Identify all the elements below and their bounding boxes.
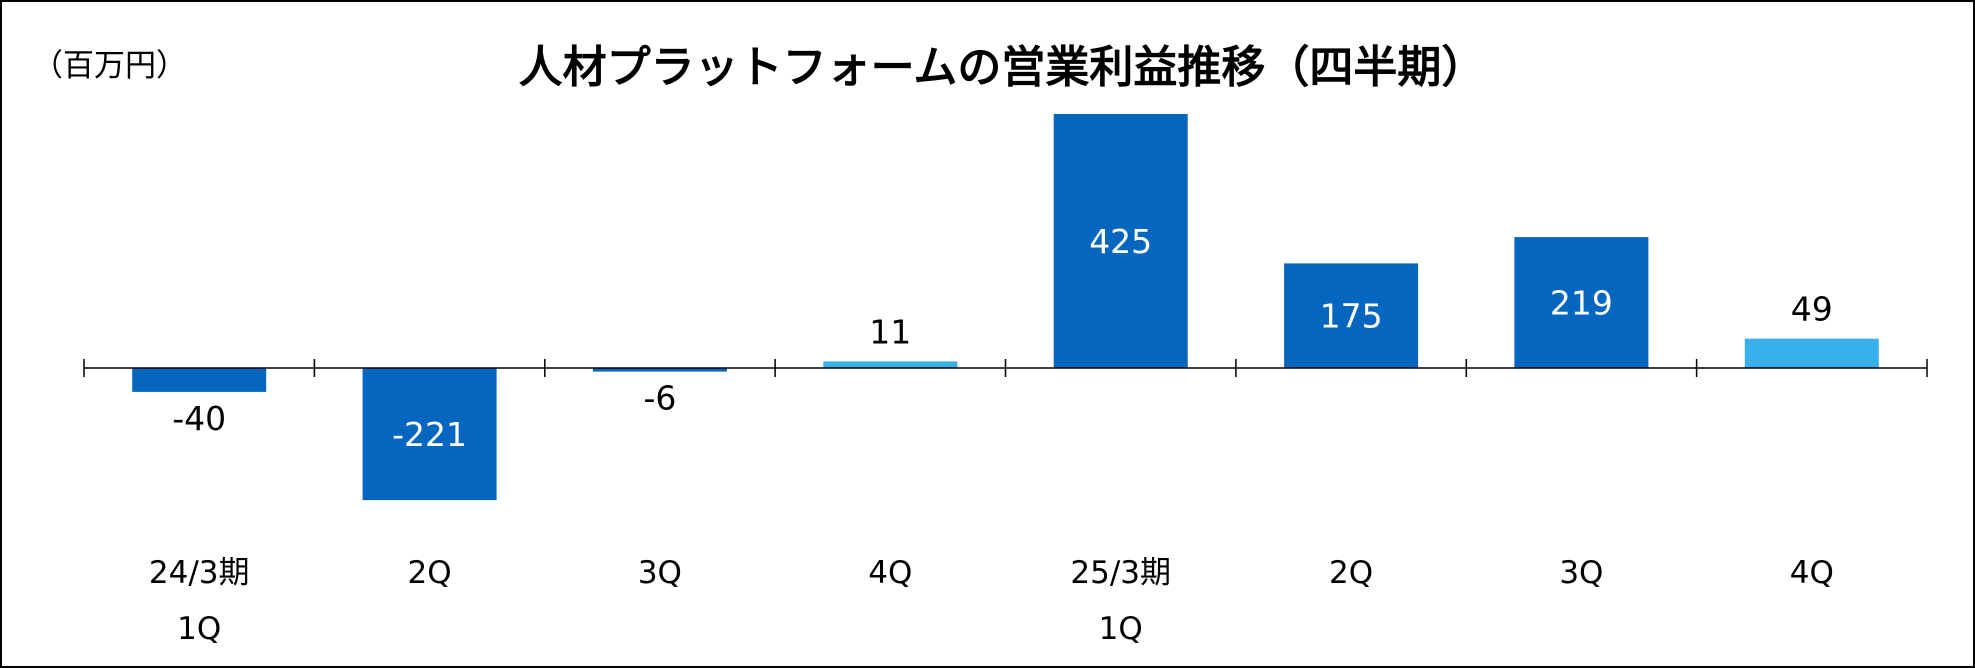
tick-label-2-line-1: 2Q (408, 555, 452, 591)
tick-labels-group: 24/3期 1Q 2Q 3Q 4Q 25/3期 1Q 2Q 3Q 4Q (149, 555, 1834, 647)
tick-label-5-line-2: 1Q (1099, 611, 1143, 647)
data-label-5: 425 (1089, 222, 1152, 261)
bar-3 (592, 368, 727, 372)
x-axis (83, 359, 1928, 377)
data-label-2: -221 (392, 415, 467, 454)
bar-8 (1744, 338, 1879, 368)
bar-2 (362, 368, 497, 501)
data-label-3: -6 (643, 379, 676, 418)
tick-label-1-line-1: 24/3期 (149, 555, 250, 591)
bar-6 (1284, 263, 1419, 368)
data-labels-group: -40 -221 -6 11 425 175 219 49 (172, 222, 1833, 454)
data-label-1: -40 (172, 399, 226, 438)
tick-label-6-line-1: 2Q (1329, 555, 1373, 591)
bar-5 (1053, 114, 1188, 368)
bars-group (132, 114, 1879, 501)
data-label-6: 175 (1320, 297, 1383, 336)
chart-title: 人材プラットフォームの営業利益推移（四半期） (519, 42, 1486, 93)
data-label-8: 49 (1791, 290, 1833, 329)
bar-7 (1514, 237, 1649, 368)
bar-4 (823, 361, 958, 368)
tick-label-5-line-1: 25/3期 (1070, 555, 1171, 591)
data-label-7: 219 (1550, 284, 1613, 323)
tick-label-7-line-1: 3Q (1559, 555, 1603, 591)
data-label-4: 11 (869, 312, 911, 351)
unit-label: （百万円） (32, 48, 187, 84)
tick-label-1-line-2: 1Q (177, 611, 221, 647)
tick-label-4-line-1: 4Q (868, 555, 912, 591)
tick-label-8-line-1: 4Q (1790, 555, 1834, 591)
bar-1 (132, 368, 267, 392)
tick-label-3-line-1: 3Q (638, 555, 682, 591)
